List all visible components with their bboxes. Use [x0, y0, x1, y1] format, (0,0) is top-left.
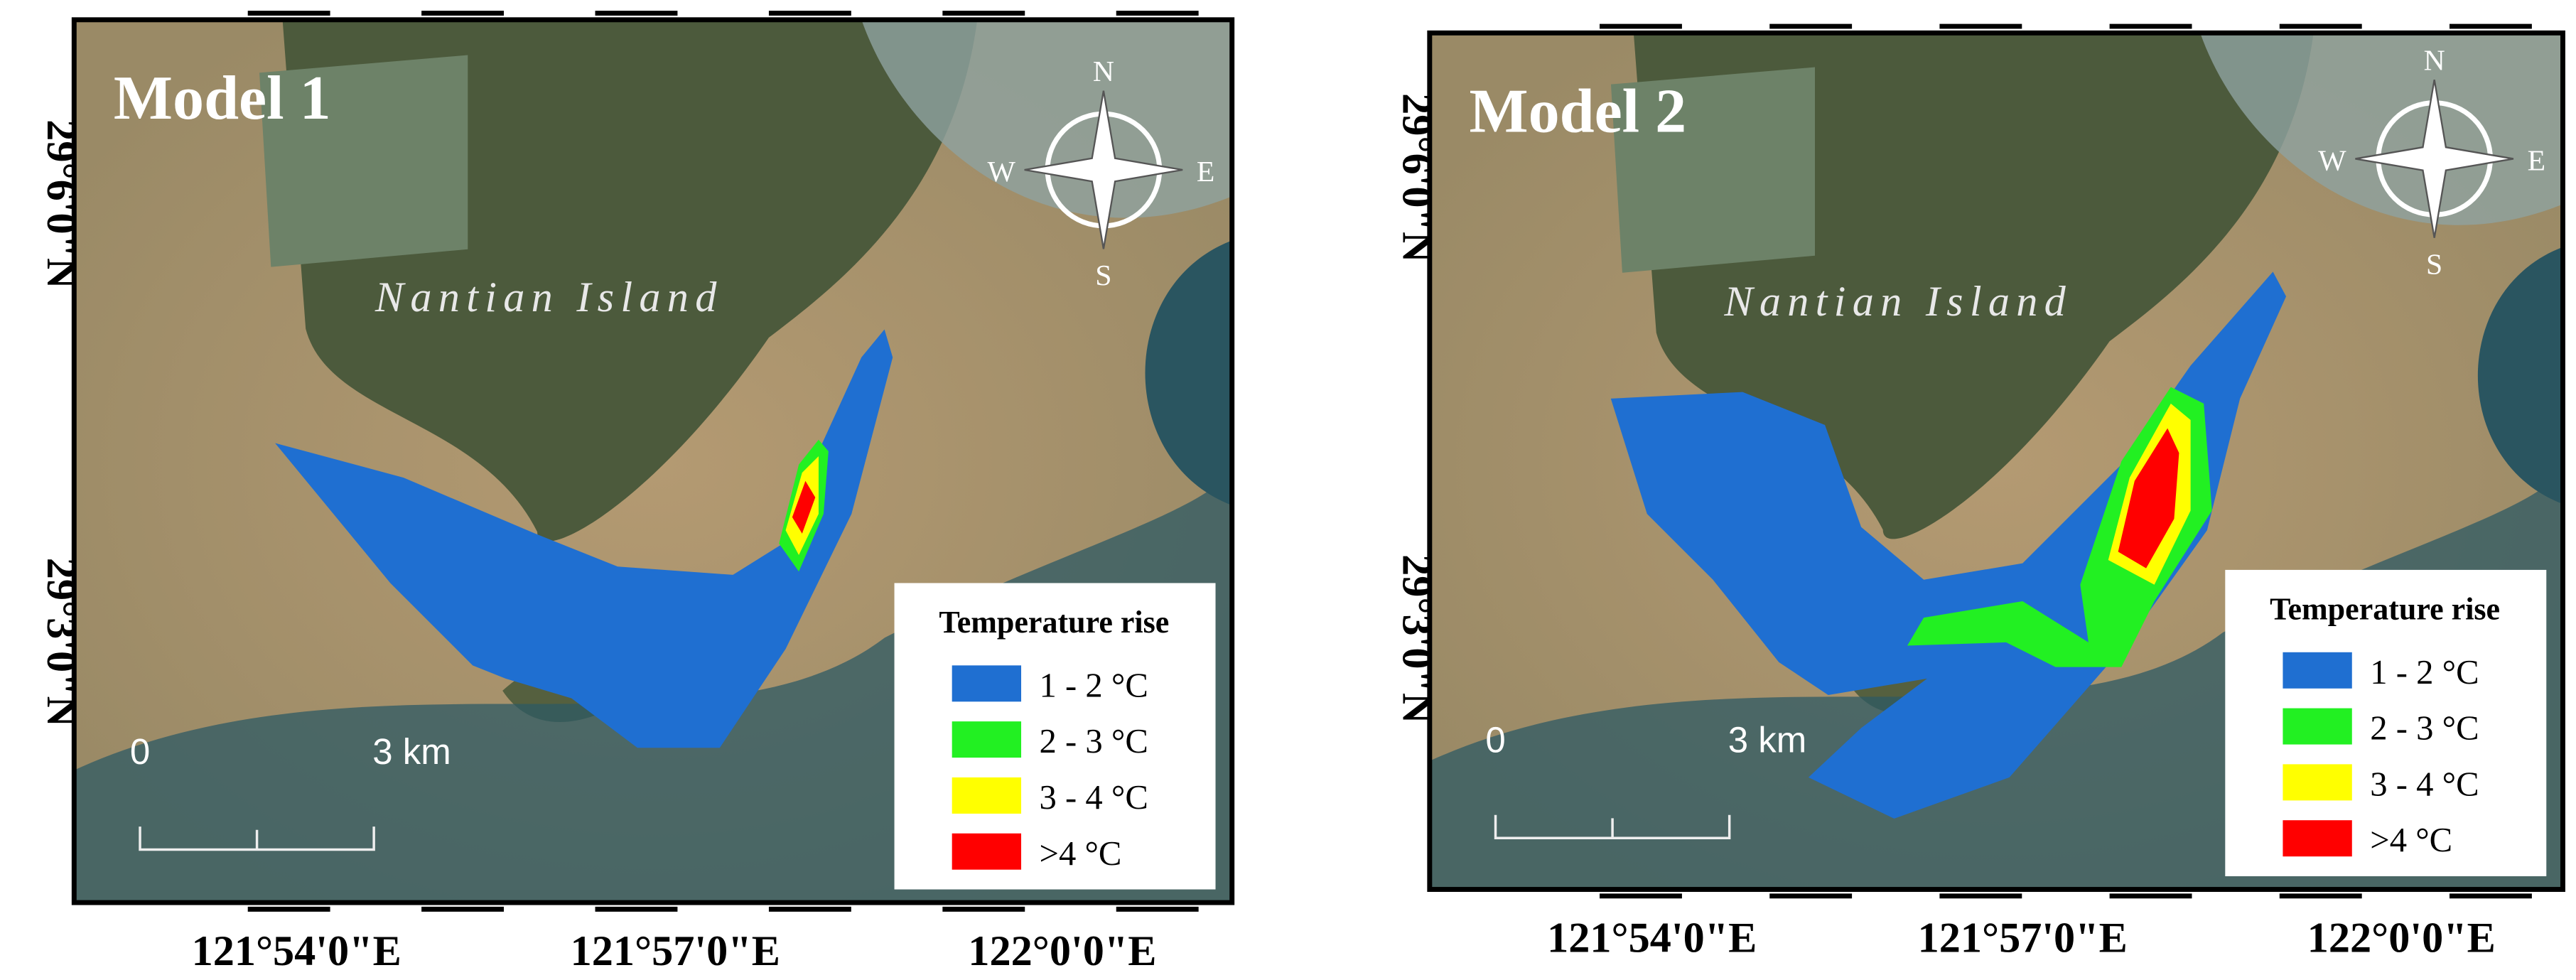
plume-red: [2118, 428, 2179, 569]
legend-swatch: [2283, 820, 2352, 857]
lat-label: 29°6'0"N: [1394, 93, 1441, 262]
map-panel: Model 1 Nantian Island N S E W 0 3 km Temperatur…: [38, 11, 1235, 975]
legend-box: [2225, 569, 2547, 876]
scale-end: 3 km: [372, 731, 451, 772]
lon-label: 122°0'0"E: [2307, 915, 2496, 962]
legend-label: 1 - 2 °C: [1040, 666, 1148, 704]
map-frame: [71, 17, 1235, 905]
lat-label: 29°3'0"N: [1394, 554, 1441, 723]
legend-swatch: [2283, 708, 2352, 745]
lon-label: 121°54'0"E: [192, 927, 402, 975]
compass-star: [1024, 90, 1183, 249]
lat-label: 29°6'0"N: [38, 119, 85, 289]
legend-title: Temperature rise: [2270, 591, 2500, 626]
plume-blue: [1610, 271, 2287, 819]
lon-label: 121°54'0"E: [1547, 915, 1757, 962]
legend-swatch: [952, 665, 1022, 702]
scale-end: 3 km: [1728, 720, 1806, 760]
fields: [1610, 67, 1816, 273]
compass-star: [2355, 79, 2514, 238]
plume-red: [792, 480, 816, 534]
cloud: [2200, 33, 2563, 225]
compass-n: N: [2424, 44, 2445, 77]
panel-title: Model 1: [114, 64, 331, 133]
legend-swatch: [952, 777, 1022, 814]
legend-label: 1 - 2 °C: [2370, 653, 2479, 691]
legend-label: 3 - 4 °C: [1040, 778, 1148, 817]
compass-w: W: [2318, 145, 2346, 178]
compass-w: W: [988, 156, 1016, 188]
legend-label: 2 - 3 °C: [1040, 722, 1148, 760]
island-label: Nantian Island: [374, 274, 723, 321]
compass-s: S: [1095, 259, 1111, 292]
scale-bar: [139, 826, 375, 851]
legend-title: Temperature rise: [939, 605, 1169, 640]
compass-e: E: [1197, 156, 1214, 188]
legend-label: 3 - 4 °C: [2370, 765, 2479, 803]
lon-label: 122°0'0"E: [968, 927, 1156, 975]
compass-s: S: [2426, 249, 2442, 281]
island-label: Nantian Island: [1723, 278, 2072, 325]
frame-ticks: [1600, 23, 2532, 899]
panel-title: Model 2: [1469, 77, 1686, 146]
legend-swatch: [952, 833, 1022, 870]
fields: [259, 55, 468, 267]
lat-label: 29°3'0"N: [38, 558, 85, 727]
scale-bar: [1494, 814, 1731, 839]
map-frame: [1427, 30, 2565, 893]
lon-label: 121°57'0"E: [571, 927, 780, 975]
legend-label: 2 - 3 °C: [2370, 709, 2479, 748]
legend-swatch: [2283, 764, 2352, 801]
legend-swatch: [2283, 652, 2352, 689]
compass-n: N: [1093, 55, 1114, 88]
legend-box: [894, 583, 1216, 890]
compass-e: E: [2528, 145, 2545, 178]
deep-sea: [2477, 247, 2563, 505]
frame-ticks: [247, 11, 1199, 912]
legend-swatch: [952, 721, 1022, 758]
plume-green: [1907, 387, 2212, 667]
map-panel: Model 2 Nantian Island N S E W 0 3 km Temperatur…: [1394, 23, 2565, 962]
lon-label: 121°57'0"E: [1918, 915, 2128, 962]
scale-start: 0: [130, 731, 150, 772]
plume-blue: [275, 329, 893, 748]
legend-label: >4 °C: [2370, 821, 2452, 859]
scale-start: 0: [1485, 720, 1505, 760]
legend-label: >4 °C: [1040, 834, 1122, 873]
deep-sea: [1145, 240, 1232, 506]
